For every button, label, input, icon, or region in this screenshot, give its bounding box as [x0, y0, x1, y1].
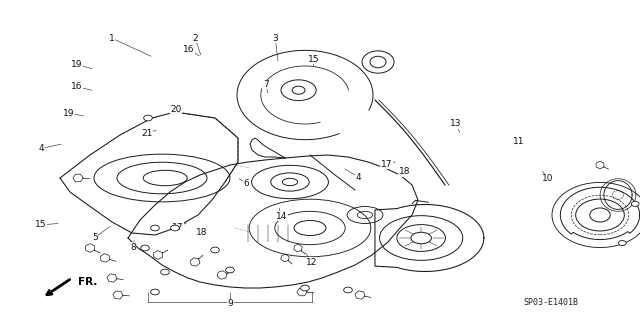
Text: 14: 14	[276, 212, 287, 221]
Text: 16: 16	[183, 45, 195, 54]
Text: 19: 19	[63, 109, 75, 118]
Ellipse shape	[618, 241, 626, 246]
Text: 11: 11	[513, 137, 524, 146]
Text: 2: 2	[193, 34, 198, 43]
Text: 15: 15	[35, 220, 47, 229]
Text: 18: 18	[196, 228, 207, 237]
Text: 5: 5	[92, 233, 97, 242]
Text: 16: 16	[71, 82, 83, 91]
Text: 18: 18	[399, 167, 410, 176]
Text: 12: 12	[306, 258, 317, 267]
Text: 21: 21	[141, 129, 153, 138]
Text: 17: 17	[381, 160, 392, 169]
Text: 4: 4	[39, 144, 44, 153]
Ellipse shape	[631, 201, 639, 206]
Text: 9: 9	[228, 299, 233, 308]
Text: SP03-E1401B: SP03-E1401B	[523, 298, 578, 307]
Ellipse shape	[171, 225, 179, 231]
Text: 20: 20	[170, 105, 182, 114]
Text: 6: 6	[244, 179, 249, 188]
Text: 15: 15	[308, 55, 319, 63]
Text: 1: 1	[109, 34, 115, 43]
Ellipse shape	[161, 269, 170, 275]
Ellipse shape	[344, 287, 352, 293]
Ellipse shape	[211, 247, 220, 253]
Ellipse shape	[150, 289, 159, 295]
Text: FR.: FR.	[78, 277, 97, 287]
Text: 13: 13	[450, 119, 461, 128]
Ellipse shape	[150, 225, 159, 231]
Text: 4: 4	[356, 173, 361, 182]
Text: 10: 10	[542, 174, 554, 183]
Text: 7: 7	[263, 80, 268, 89]
Text: 3: 3	[273, 34, 278, 43]
Text: 19: 19	[71, 60, 83, 69]
Ellipse shape	[141, 245, 149, 251]
Text: 8: 8	[131, 243, 136, 252]
Text: 17: 17	[172, 223, 184, 232]
Ellipse shape	[301, 285, 309, 291]
Ellipse shape	[226, 267, 234, 273]
Ellipse shape	[144, 115, 152, 121]
